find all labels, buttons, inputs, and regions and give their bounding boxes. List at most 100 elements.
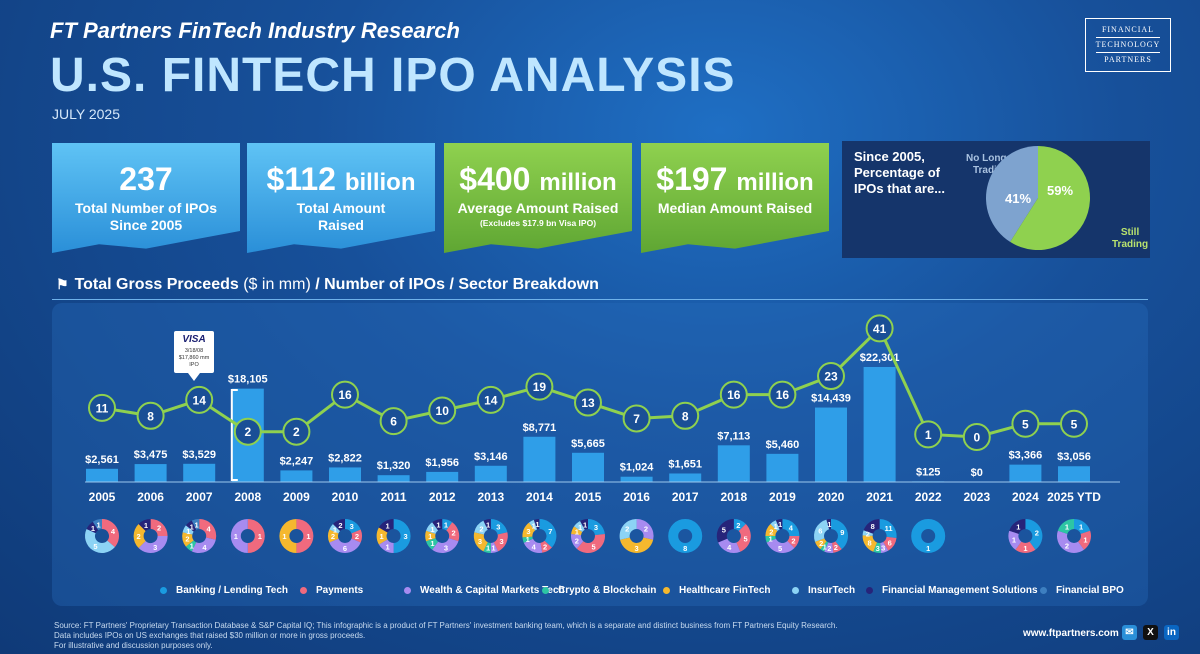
donut-slice	[182, 525, 194, 535]
donut-slice	[483, 519, 491, 530]
donut-slice-label: 2	[338, 521, 342, 530]
donut-slice	[620, 537, 654, 553]
bar-value-label: $5,665	[571, 438, 605, 450]
donut-slice-label: 4	[111, 527, 116, 536]
bar-value-label: $3,366	[1009, 450, 1043, 462]
donut-slice	[329, 538, 361, 554]
legend-swatch	[792, 587, 799, 594]
donut-slice	[230, 519, 248, 553]
donut-slice-label: 1	[526, 535, 530, 544]
donut-slice	[733, 519, 746, 532]
ipo-count-label: 23	[824, 370, 838, 384]
donut-slice-label: 3	[635, 544, 639, 553]
stat-label: Average Amount Raised	[457, 200, 619, 216]
donut-slice-label: 1	[444, 521, 448, 530]
donut-slice	[782, 519, 800, 536]
stat-value: $112	[266, 161, 336, 197]
legend-item: Banking / Lending Tech	[160, 585, 288, 596]
donut-slice-label: 2	[644, 525, 648, 534]
year-label: 2006	[137, 490, 164, 504]
supertitle: FT Partners FinTech Industry Research	[50, 18, 460, 43]
donut-slice	[1025, 519, 1043, 550]
bar	[717, 445, 750, 482]
donut-slice-label: 5	[93, 542, 97, 551]
donut-slice-label: 8	[871, 522, 875, 531]
legend-label: InsurTech	[808, 585, 856, 596]
donut-slice	[580, 519, 588, 530]
donut-slice-label: 1	[258, 532, 262, 541]
x-icon[interactable]: X	[1143, 625, 1158, 640]
bar	[280, 470, 313, 482]
ipo-count-marker	[476, 385, 505, 414]
legend-item: InsurTech	[792, 585, 855, 596]
donut-slice-label: 1	[380, 532, 384, 541]
donut-slice	[86, 521, 99, 534]
donut-slice-label: 1	[194, 520, 198, 529]
stat-card-total-raised: $112 billion Total Amount Raised	[247, 143, 435, 253]
donut-slice-label: 4	[727, 543, 732, 552]
donut-slice-label: 1	[428, 532, 432, 541]
donut-slice	[328, 529, 339, 543]
bar	[86, 468, 118, 482]
donut-slice	[150, 519, 168, 536]
stat-unit: million	[736, 169, 814, 196]
ipo-count-marker	[817, 362, 845, 391]
donut-slice-label: 1	[386, 522, 390, 531]
donut-slice-label: 8	[867, 539, 871, 548]
donut-slice	[533, 519, 540, 530]
donut-slice	[138, 519, 151, 532]
website-link[interactable]: www.ftpartners.com	[1023, 628, 1119, 639]
bar-value-label: $0	[971, 467, 983, 479]
ipo-count-marker	[525, 372, 554, 401]
email-icon[interactable]: ✉	[1122, 625, 1137, 640]
stat-card-average-raised: $400 million Average Amount Raised (Excl…	[444, 143, 632, 253]
donut-slice	[1008, 530, 1022, 550]
donut-slice-label: 1	[1065, 522, 1069, 531]
bar-value-label: $22,301	[860, 352, 900, 364]
donut-slice	[824, 542, 834, 553]
donut-slice	[442, 519, 453, 531]
legend-swatch	[866, 587, 873, 594]
footer-line: Source: FT Partners' Proprietary Transac…	[54, 621, 838, 630]
ipo-count-label: 2	[293, 425, 300, 439]
donut-slice-label: 1	[1016, 522, 1020, 531]
donut-slice-label: 2	[866, 530, 870, 539]
donut-slice-label: 3	[444, 543, 448, 552]
donut-slice-label: 2	[137, 532, 141, 541]
donut-slice	[540, 540, 552, 553]
donut-slice	[84, 528, 115, 554]
bar	[523, 436, 556, 482]
bar-value-label: $3,475	[134, 449, 168, 461]
pie-label-no-longer: No Longer Trading	[966, 153, 1016, 177]
donut-slice-label: 2	[355, 532, 359, 541]
donut-slice-label: 3	[500, 537, 504, 546]
legend-item: Payments	[300, 585, 363, 596]
ipo-count-label: 16	[338, 388, 352, 402]
donut-slice-label: 2	[1065, 542, 1069, 551]
bar	[766, 453, 799, 482]
donut-slice-label: 1	[186, 527, 190, 536]
legend-swatch	[160, 587, 167, 594]
linkedin-icon[interactable]: in	[1164, 625, 1179, 640]
donut-slice-label: 2	[575, 536, 579, 545]
donut-slice-label: 1	[774, 522, 778, 531]
ipo-count-marker	[379, 407, 408, 436]
ft-partners-logo[interactable]: FINANCIAL TECHNOLOGY PARTNERS	[1085, 18, 1171, 72]
legend-label: Crypto & Blockchain	[558, 585, 657, 596]
donut-slice	[911, 519, 946, 553]
year-label: 2016	[623, 490, 650, 504]
section-title-bold-2: / Number of IPOs / Sector Breakdown	[315, 276, 599, 293]
ipo-count-marker	[185, 385, 214, 414]
donut-slice-label: 1	[486, 544, 490, 553]
donut-slice-label: 1	[430, 539, 434, 548]
donut-slice	[668, 519, 703, 553]
donut-slice-label: 6	[818, 526, 822, 535]
ipo-count-label: 11	[96, 401, 109, 415]
donut-slice	[718, 538, 741, 553]
stat-value: 237	[119, 161, 173, 197]
ipo-count-label: 16	[776, 388, 790, 402]
donut-slice	[619, 519, 637, 540]
donut-slice-label: 4	[202, 543, 207, 552]
ipo-count-marker	[865, 314, 894, 343]
donut-slice	[1074, 519, 1091, 534]
